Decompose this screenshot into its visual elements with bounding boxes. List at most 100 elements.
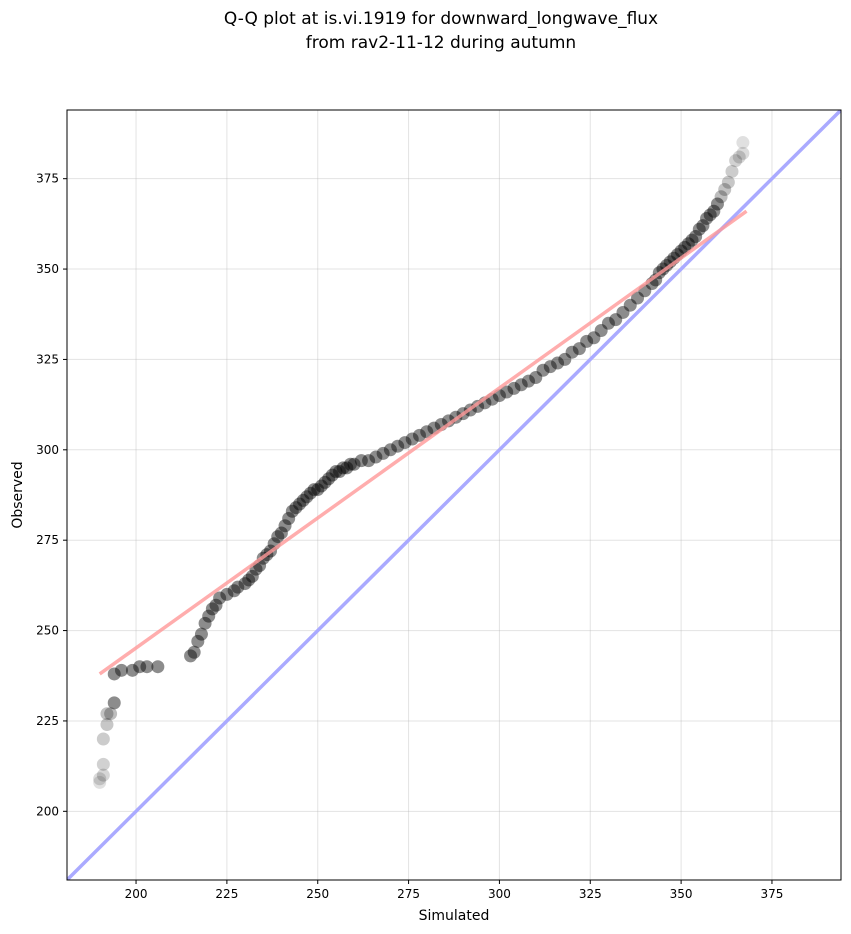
quantile-point: [282, 511, 296, 525]
quantile-point: [732, 150, 746, 164]
quantile-point: [300, 490, 314, 504]
quantile-point: [336, 461, 350, 475]
quantile-point: [209, 598, 223, 612]
quantile-point: [205, 602, 219, 616]
quantile-point: [696, 219, 710, 233]
quantile-point: [692, 222, 706, 236]
y-tick-label: 275: [36, 533, 59, 547]
quantile-point: [587, 331, 601, 345]
quantile-point: [329, 465, 343, 479]
quantile-point: [383, 443, 397, 457]
quantile-point: [362, 454, 376, 468]
quantile-point: [707, 204, 721, 218]
quantile-point: [325, 468, 339, 482]
x-tick-label: 300: [488, 887, 511, 901]
quantile-point: [536, 363, 550, 377]
quantile-point: [274, 526, 288, 540]
quantile-point: [303, 486, 317, 500]
quantile-point: [678, 240, 692, 254]
quantile-point: [278, 519, 292, 533]
quantile-point: [601, 316, 615, 330]
axes-frame: [66, 109, 842, 881]
quantile-point: [115, 663, 129, 677]
quantile-point: [729, 154, 743, 168]
quantile-point: [231, 580, 245, 594]
quantile-point: [100, 707, 114, 721]
quantile-point: [194, 627, 208, 641]
quantile-point: [238, 577, 252, 591]
quantile-point: [318, 475, 332, 489]
quantile-point: [322, 472, 336, 486]
quantile-point: [420, 425, 434, 439]
quantile-point: [198, 616, 212, 630]
quantile-point: [227, 584, 241, 598]
chart-title-line-1: Q-Q plot at is.vi.1919 for downward_long…: [224, 9, 658, 29]
quantile-point: [405, 432, 419, 446]
quantile-point: [104, 707, 118, 721]
quantile-point: [107, 667, 121, 681]
y-tick-label: 300: [36, 443, 59, 457]
quantile-point: [391, 439, 405, 453]
quantile-point: [107, 696, 121, 710]
quantile-point: [689, 230, 703, 244]
quantile-point: [202, 609, 216, 623]
quantile-point: [96, 732, 110, 746]
quantile-point: [718, 183, 732, 197]
quantile-point: [609, 313, 623, 327]
quantile-point: [340, 461, 354, 475]
x-axis-label: Simulated: [419, 908, 490, 924]
quantile-point: [343, 457, 357, 471]
quantile-point: [220, 587, 234, 601]
quantile-point: [311, 483, 325, 497]
quantile-point: [681, 237, 695, 251]
quantile-point: [616, 305, 630, 319]
quantile-point: [242, 573, 256, 587]
x-tick-label: 200: [125, 887, 148, 901]
quantile-point: [623, 298, 637, 312]
quantile-point: [507, 381, 521, 395]
quantile-point: [412, 428, 426, 442]
quantile-point: [703, 208, 717, 222]
quantile-point: [721, 175, 735, 189]
quantile-point: [296, 493, 310, 507]
quantile-point: [685, 233, 699, 247]
plot-area: [67, 110, 841, 880]
quantile-point: [271, 530, 285, 544]
y-tick-label: 375: [36, 172, 59, 186]
quantile-point: [580, 334, 594, 348]
x-tick-label: 325: [579, 887, 602, 901]
quantile-point: [307, 483, 321, 497]
y-tick-label: 250: [36, 624, 59, 638]
x-tick-label: 350: [670, 887, 693, 901]
y-axis-label: Observed: [10, 461, 26, 528]
quantile-point: [736, 136, 750, 150]
axis-ticks: 200 225 250 275 300 325 350 375 200 225 250 275 300 3…: [36, 172, 783, 901]
quantile-point: [736, 146, 750, 160]
x-tick-label: 250: [306, 887, 329, 901]
quantile-point: [594, 324, 608, 338]
quantile-point: [96, 757, 110, 771]
quantile-point: [93, 775, 107, 789]
x-tick-label: 225: [215, 887, 238, 901]
quantile-point: [151, 660, 165, 674]
quantile-point: [631, 291, 645, 305]
quantile-point: [558, 352, 572, 366]
quantile-point: [347, 457, 361, 471]
x-tick-label: 275: [397, 887, 420, 901]
quantile-point: [187, 645, 201, 659]
quantile-point: [293, 497, 307, 511]
quantile-point: [369, 450, 383, 464]
quantile-point: [333, 465, 347, 479]
quantile-point: [133, 660, 147, 674]
quantile-point: [125, 663, 139, 677]
quantile-point: [285, 504, 299, 518]
grid: [67, 110, 841, 880]
quantile-point: [93, 772, 107, 786]
y-tick-label: 200: [36, 804, 59, 818]
quantile-point: [529, 371, 543, 385]
quantile-point: [514, 378, 528, 392]
y-tick-label: 325: [36, 352, 59, 366]
quantile-point: [354, 454, 368, 468]
